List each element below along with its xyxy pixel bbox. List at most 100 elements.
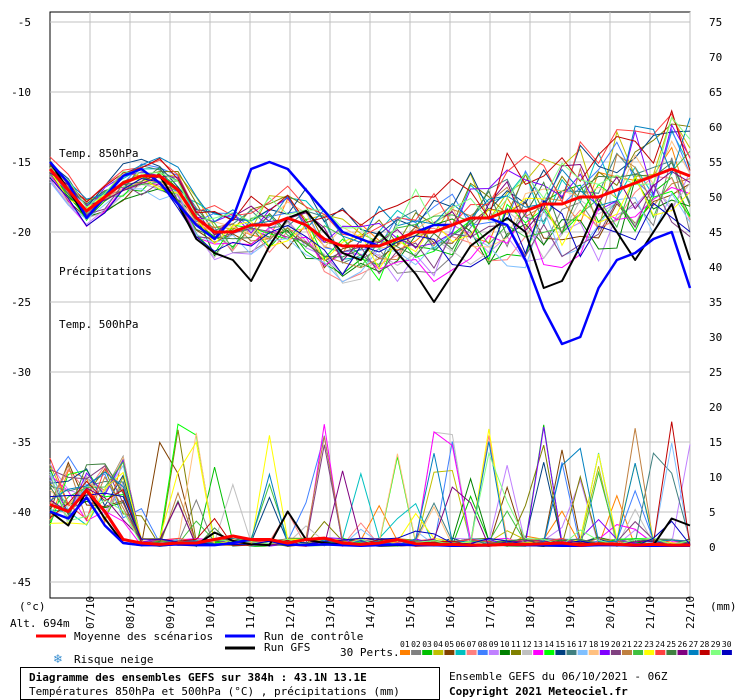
chart-subtitle: Températures 850hPa et 500hPa (°C) , pré… — [29, 685, 400, 698]
pert-color-swatch — [555, 650, 566, 655]
right-tick-label: 25 — [709, 366, 722, 379]
mean-legend-label: Moyenne des scénarios — [74, 630, 213, 643]
control-line-500 — [49, 160, 692, 346]
legend: Moyenne des scénarios Run de contrôleRun … — [36, 630, 732, 666]
pert-color-swatch — [610, 650, 621, 655]
right-tick-label: 0 — [709, 541, 716, 554]
pert-line-500 — [49, 150, 691, 268]
x-tick-label: 21/10 — [644, 596, 657, 629]
pert-color-swatch — [433, 650, 444, 655]
pert-line-500 — [49, 153, 691, 269]
pert-number: 19 — [600, 640, 610, 649]
pert-color-swatch — [577, 650, 588, 655]
pert-line-500 — [49, 170, 691, 270]
pert-color-swatch — [721, 650, 732, 655]
pert-number: 03 — [422, 640, 432, 649]
pert-number: 08 — [478, 640, 488, 649]
pert-number: 25 — [666, 640, 676, 649]
main-series-lines — [48, 160, 692, 548]
pert-color-swatch — [522, 650, 533, 655]
pert-number: 15 — [555, 640, 565, 649]
x-tick-label: 14/10 — [364, 596, 377, 629]
pert-number: 01 — [400, 640, 410, 649]
pert-color-swatch — [544, 650, 555, 655]
right-tick-label: 45 — [709, 226, 722, 239]
x-tick-label: 09/10 — [164, 596, 177, 629]
snow-legend-label: Risque neige — [74, 653, 153, 666]
pert-number: 18 — [589, 640, 599, 649]
x-tick-label: 15/10 — [404, 596, 417, 629]
pert-color-swatch — [666, 650, 677, 655]
right-unit: (mm) — [710, 600, 737, 613]
pert-number: 13 — [533, 640, 543, 649]
pert-color-swatch — [688, 650, 699, 655]
right-tick-label: 50 — [709, 191, 722, 204]
pert-color-swatch — [644, 650, 655, 655]
panel-label-500: Temp. 500hPa — [59, 318, 138, 331]
altitude-label: Alt. 694m — [10, 617, 70, 630]
pert-color-swatch — [533, 650, 544, 655]
pert-color-swatch — [488, 650, 499, 655]
right-tick-label: 65 — [709, 86, 722, 99]
x-tick-label: 17/10 — [484, 596, 497, 629]
pert-color-swatch — [588, 650, 599, 655]
chart-axes: 302520151050-5-10-15-20-25-30-35-40-4575… — [10, 16, 737, 630]
pert-color-swatch — [622, 650, 632, 655]
pert-color-swatch — [455, 650, 466, 655]
pert-color-swatch — [633, 650, 644, 655]
left-tick-label: -20 — [11, 226, 31, 239]
pert-color-swatch — [411, 650, 422, 655]
chart-grid — [49, 11, 691, 599]
pert-color-swatch — [655, 650, 666, 655]
pert-number: 24 — [655, 640, 665, 649]
left-tick-label: -10 — [11, 86, 31, 99]
x-tick-label: 19/10 — [564, 596, 577, 629]
left-tick-label: -5 — [18, 16, 31, 29]
right-tick-label: 60 — [709, 121, 722, 134]
pert-color-swatch — [466, 650, 477, 655]
pert-number: 28 — [700, 640, 710, 649]
pert-number: 09 — [489, 640, 499, 649]
right-tick-label: 70 — [709, 51, 722, 64]
pert-line-precip — [49, 492, 691, 547]
right-tick-label: 40 — [709, 261, 722, 274]
pert-number: 21 — [622, 640, 632, 649]
mean-line-precip — [49, 489, 690, 547]
pert-line-500 — [49, 170, 691, 275]
pert-line-500 — [49, 113, 691, 238]
perts-label: 30 Perts. — [340, 646, 400, 659]
pert-number: 23 — [644, 640, 654, 649]
pert-color-swatch — [699, 650, 710, 655]
right-tick-label: 10 — [709, 471, 722, 484]
pert-color-swatch — [566, 650, 577, 655]
pert-color-swatch — [710, 650, 721, 655]
pert-line-500 — [49, 117, 691, 244]
pert-color-swatch — [477, 650, 488, 655]
left-tick-label: -25 — [11, 296, 31, 309]
left-tick-label: -15 — [11, 156, 31, 169]
pert-line-500 — [49, 116, 691, 250]
x-tick-label: 22/10 — [684, 596, 697, 629]
pert-number: 20 — [611, 640, 621, 649]
x-tick-label: 18/10 — [524, 596, 537, 629]
pert-color-swatch — [499, 650, 510, 655]
mean-line-500 — [48, 167, 691, 248]
left-unit: (°c) — [19, 600, 46, 613]
chart-title: Diagramme des ensembles GEFS sur 384h : … — [29, 671, 367, 684]
pert-number: 11 — [511, 640, 521, 649]
right-tick-label: 20 — [709, 401, 722, 414]
x-tick-label: 16/10 — [444, 596, 457, 629]
pert-number: 17 — [578, 640, 588, 649]
snow-icon: ❄ — [53, 652, 63, 666]
x-tick-label: 10/10 — [204, 596, 217, 629]
left-tick-label: -35 — [11, 436, 31, 449]
pert-number: 04 — [433, 640, 443, 649]
x-tick-label: 13/10 — [324, 596, 337, 629]
panel-label-850: Temp. 850hPa — [59, 147, 138, 160]
right-tick-label: 15 — [709, 436, 722, 449]
left-tick-label: -30 — [11, 366, 31, 379]
right-tick-label: 30 — [709, 331, 722, 344]
pert-number: 27 — [689, 640, 699, 649]
pert-color-swatch — [400, 650, 410, 655]
